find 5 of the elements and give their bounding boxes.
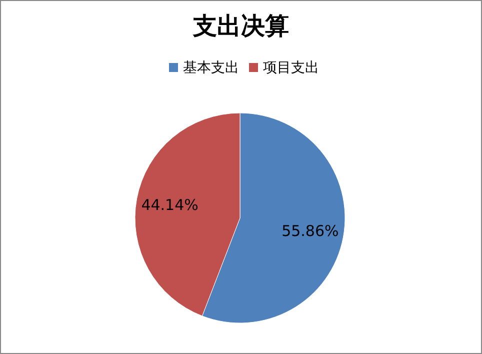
data-label: 44.14% bbox=[141, 196, 198, 214]
legend-label: 项目支出 bbox=[263, 60, 319, 76]
chart-title: 支出决算 bbox=[192, 12, 289, 40]
data-label: 55.86% bbox=[282, 222, 339, 240]
legend-label: 基本支出 bbox=[183, 60, 239, 76]
